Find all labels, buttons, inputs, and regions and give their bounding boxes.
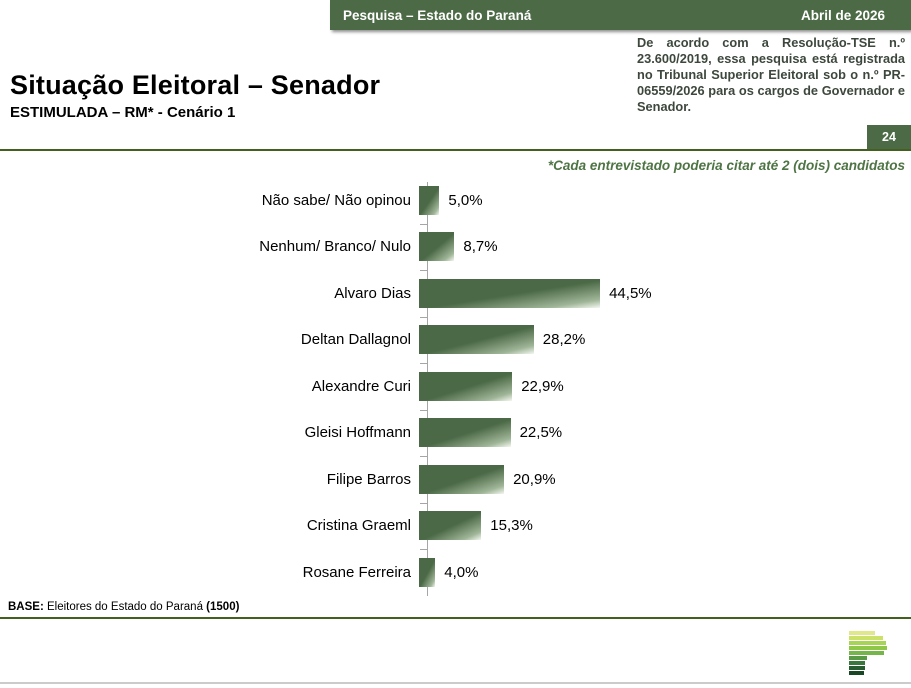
axis-tick (420, 409, 427, 411)
axis-tick (420, 363, 427, 364)
chart-row: Rosane Ferreira 4,0% (0, 549, 911, 596)
page-title: Situação Eleitoral – Senador (10, 70, 381, 100)
bar (419, 232, 455, 262)
bar (419, 325, 534, 355)
logo-stripe (849, 631, 875, 635)
header-title: Pesquisa – Estado do Paraná (343, 7, 532, 23)
bar (419, 371, 513, 401)
axis-tick (420, 270, 427, 271)
header-date: Abril de 2026 (800, 7, 885, 23)
chart-rows: Não sabe/ Não opinou 5,0% Nenhum/ Branco/ … (0, 177, 911, 596)
value-label: 15,3% (490, 517, 533, 535)
axis-tick (420, 549, 427, 550)
chart-row: Cristina Graeml 15,3% (0, 503, 911, 550)
value-label: 4,0% (444, 563, 479, 581)
category-label: Alvaro Dias (334, 284, 411, 302)
axis-tick (420, 456, 427, 457)
category-label: Gleisi Hoffmann (304, 424, 411, 442)
category-label: Rosane Ferreira (302, 563, 411, 581)
bar (419, 278, 601, 308)
axis-tick (420, 316, 427, 318)
logo-stripe (849, 646, 887, 650)
chart-row: Deltan Dallagnol 28,2% (0, 317, 911, 364)
bar-chart: Não sabe/ Não opinou 5,0% Nenhum/ Branco/ … (0, 177, 911, 596)
axis-tick (420, 223, 427, 225)
logo-stripe (849, 671, 865, 675)
logo-stripe (849, 656, 868, 660)
base-note: BASE: Eleitores do Estado do Paraná (150… (8, 601, 239, 613)
chart-row: Alvaro Dias 44,5% (0, 270, 911, 317)
bar (419, 418, 511, 448)
divider-bottom (0, 617, 911, 619)
category-label: Filipe Barros (326, 470, 411, 488)
chart-row: Não sabe/ Não opinou 5,0% (0, 177, 911, 224)
bar (419, 464, 505, 494)
chart-row: Gleisi Hoffmann 22,5% (0, 410, 911, 457)
value-label: 22,5% (519, 424, 563, 442)
axis-tick (420, 502, 427, 504)
value-label: 28,2% (542, 331, 586, 349)
logo-stripe (849, 651, 885, 655)
page-number: 24 (882, 130, 896, 144)
bar (419, 557, 436, 587)
category-label: Não sabe/ Não opinou (261, 191, 411, 209)
header-bar: Pesquisa – Estado do Paraná Abril de 202… (330, 0, 911, 30)
value-label: 44,5% (609, 284, 652, 302)
footer-divider (0, 682, 911, 684)
divider-top (0, 149, 911, 151)
value-label: 22,9% (521, 377, 564, 395)
base-note-prefix: BASE: (8, 601, 44, 613)
logo-stripe (849, 636, 884, 640)
bar (419, 185, 440, 215)
value-label: 5,0% (448, 191, 483, 209)
category-label: Deltan Dallagnol (300, 331, 411, 349)
page-subtitle: ESTIMULADA – RM* - Cenário 1 (10, 104, 236, 121)
category-label: Alexandre Curi (311, 377, 411, 395)
base-note-text: Eleitores do Estado do Paraná (43, 601, 207, 613)
chart-row: Nenhum/ Branco/ Nulo 8,7% (0, 224, 911, 271)
parana-pesquisas-logo (849, 631, 887, 676)
value-label: 20,9% (513, 470, 556, 488)
value-label: 8,7% (463, 238, 498, 256)
category-label: Nenhum/ Branco/ Nulo (259, 238, 411, 256)
bar (419, 511, 482, 541)
logo-stripe (849, 666, 865, 670)
chart-row: Filipe Barros 20,9% (0, 456, 911, 503)
base-note-count: (1500) (206, 601, 240, 613)
chart-footnote: *Cada entrevistado poderia citar até 2 (… (547, 158, 905, 173)
chart-row: Alexandre Curi 22,9% (0, 363, 911, 410)
logo-stripe (849, 661, 865, 665)
logo-stripe (849, 641, 887, 645)
legal-note: De acordo com a Resolução-TSE n.º 23.600… (637, 35, 905, 114)
page-number-badge: 24 (867, 125, 911, 149)
category-label: Cristina Graeml (306, 517, 411, 535)
